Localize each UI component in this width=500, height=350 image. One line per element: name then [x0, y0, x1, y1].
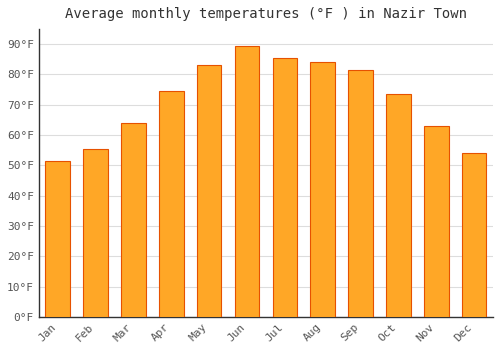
Bar [462, 153, 486, 317]
Bar [234, 46, 260, 317]
Bar [121, 123, 146, 317]
Bar [84, 149, 108, 317]
Bar [159, 91, 184, 317]
Bar [310, 62, 335, 317]
Bar [424, 126, 448, 317]
Bar [386, 94, 410, 317]
Bar [197, 65, 222, 317]
Title: Average monthly temperatures (°F ) in Nazir Town: Average monthly temperatures (°F ) in Na… [65, 7, 467, 21]
Bar [46, 161, 70, 317]
Bar [348, 70, 373, 317]
Bar [272, 58, 297, 317]
